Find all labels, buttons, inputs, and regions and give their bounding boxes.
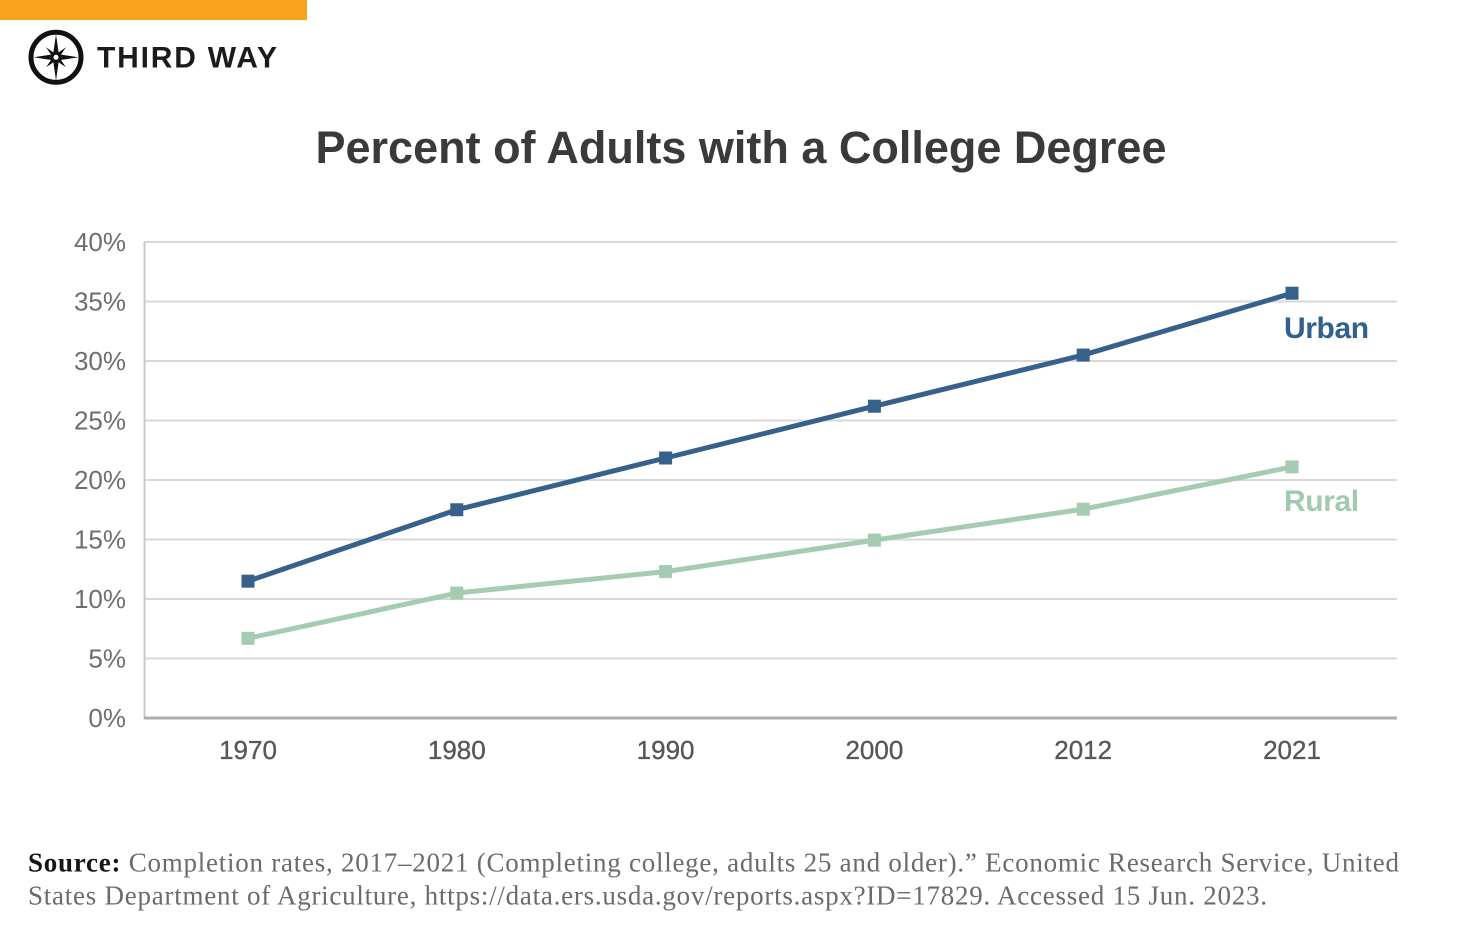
svg-text:5%: 5% (88, 644, 126, 674)
svg-text:2021: 2021 (1263, 735, 1321, 765)
svg-text:Source: Completion rates, 2017: Source: Completion rates, 2017–2021 (Com… (28, 848, 1400, 878)
svg-text:25%: 25% (74, 406, 126, 436)
svg-text:States Department of Agricultu: States Department of Agriculture, https:… (28, 881, 1268, 911)
svg-text:20%: 20% (74, 465, 126, 495)
svg-text:35%: 35% (74, 287, 126, 317)
svg-text:Percent of Adults with a Colle: Percent of Adults with a College Degree (315, 122, 1166, 173)
svg-text:15%: 15% (74, 525, 126, 555)
svg-text:THIRD WAY: THIRD WAY (97, 42, 279, 75)
svg-text:2000: 2000 (845, 735, 903, 765)
svg-text:1990: 1990 (637, 735, 695, 765)
svg-text:Urban: Urban (1284, 312, 1369, 345)
svg-text:10%: 10% (74, 584, 126, 614)
svg-text:1980: 1980 (428, 735, 486, 765)
svg-text:30%: 30% (74, 346, 126, 376)
svg-text:0%: 0% (88, 703, 126, 733)
svg-text:2012: 2012 (1054, 735, 1112, 765)
svg-text:40%: 40% (74, 227, 126, 257)
svg-text:1970: 1970 (219, 735, 277, 765)
svg-text:Rural: Rural (1284, 485, 1359, 518)
